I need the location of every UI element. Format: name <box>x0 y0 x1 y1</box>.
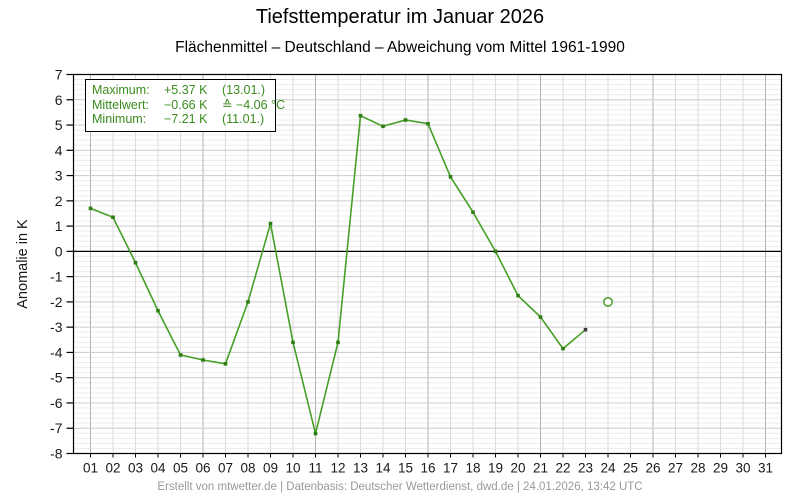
x-tick-label: 05 <box>173 461 188 476</box>
info-value: −7.21 K <box>164 112 208 127</box>
data-point-marker <box>381 124 385 129</box>
y-tick-label: 1 <box>55 218 63 234</box>
data-point-marker <box>201 358 205 362</box>
info-label: Maximum: <box>92 83 150 97</box>
x-tick-label: 04 <box>150 461 166 476</box>
data-point-marker <box>471 210 475 215</box>
x-tick-label: 29 <box>713 461 728 476</box>
stats-info-box: Maximum: +5.37 K (13.01.) Mittelwert: −0… <box>85 79 285 132</box>
info-extra: (13.01.) <box>222 83 266 97</box>
info-value: −0.66 K <box>164 97 208 112</box>
data-point-marker <box>358 113 363 118</box>
x-tick-label: 12 <box>330 461 345 476</box>
info-line-mean: Mittelwert: −0.66 K ≙ −4.06 °C <box>92 97 285 113</box>
y-tick-label: -6 <box>50 395 63 411</box>
data-point-marker <box>313 431 318 436</box>
info-line-minimum: Minimum: −7.21 K (11.01.) <box>92 112 269 127</box>
x-tick-label: 09 <box>263 461 278 476</box>
y-tick-label: 3 <box>55 168 63 184</box>
chart-title: Tiefsttemperatur im Januar 2026 <box>255 6 545 28</box>
data-point-marker <box>268 221 273 226</box>
info-line-maximum: Maximum: +5.37 K (13.01.) <box>92 83 269 98</box>
data-point-marker <box>403 118 408 122</box>
x-tick-label: 01 <box>83 461 98 476</box>
x-tick-label: 25 <box>623 461 638 476</box>
data-point-marker <box>111 215 115 220</box>
y-tick-label: -1 <box>50 269 63 285</box>
x-tick-label: 28 <box>690 461 705 476</box>
footer-credit: Erstellt von mtwetter.de | Datenbasis: D… <box>157 481 643 493</box>
x-tick-label: 14 <box>375 461 391 476</box>
x-tick-label: 31 <box>758 461 773 476</box>
info-value: +5.37 K <box>164 83 208 97</box>
x-tick-label: 13 <box>353 461 368 476</box>
data-point-marker <box>426 121 430 126</box>
data-point-marker <box>336 340 340 345</box>
y-tick-label: -2 <box>50 294 63 310</box>
info-label: Mittelwert: <box>92 97 149 112</box>
x-tick-label: 30 <box>735 461 750 476</box>
x-tick-label: 08 <box>240 461 255 476</box>
x-tick-label: 06 <box>195 461 210 476</box>
x-tick-label: 26 <box>645 461 660 476</box>
info-extra: ≙ −4.06 °C <box>222 97 286 112</box>
x-tick-label: 20 <box>510 461 525 476</box>
info-label: Minimum: <box>92 112 147 127</box>
x-tick-label: 03 <box>128 461 143 476</box>
chart-subtitle: Flächenmittel – Deutschland – Abweichung… <box>175 39 625 56</box>
y-tick-label: 6 <box>55 92 63 108</box>
x-tick-label: 23 <box>578 461 593 476</box>
x-tick-label: 19 <box>488 461 503 476</box>
data-point-marker <box>493 249 498 254</box>
x-tick-label: 15 <box>398 461 413 476</box>
x-tick-label: 07 <box>218 461 233 476</box>
x-tick-label: 24 <box>600 461 616 476</box>
x-tick-label: 27 <box>668 461 683 476</box>
data-point-marker <box>223 362 228 366</box>
x-tick-label: 18 <box>465 461 480 476</box>
data-point-marker <box>291 340 295 345</box>
last-observed-point <box>583 327 588 332</box>
forecast-open-circle <box>603 296 613 307</box>
data-point-marker <box>88 206 93 211</box>
data-point-marker <box>156 308 160 313</box>
y-tick-label: -4 <box>50 344 63 360</box>
x-tick-label: 10 <box>285 461 300 476</box>
x-tick-label: 21 <box>533 461 548 476</box>
y-tick-label: 7 <box>55 67 63 83</box>
y-tick-label: -7 <box>50 420 63 436</box>
data-point-marker <box>178 353 183 357</box>
x-tick-label: 17 <box>443 461 458 476</box>
y-axis-label: Anomalie in K <box>15 219 31 309</box>
y-tick-label: 2 <box>55 193 63 209</box>
y-tick-label: 4 <box>55 142 63 158</box>
x-tick-label: 16 <box>420 461 435 476</box>
data-point-marker <box>538 315 543 319</box>
y-tick-label: 5 <box>55 117 63 133</box>
data-point-marker <box>516 293 520 298</box>
x-tick-label: 22 <box>555 461 570 476</box>
info-extra: (11.01.) <box>222 112 265 127</box>
y-tick-label: -5 <box>50 370 63 386</box>
data-point-marker <box>448 175 453 179</box>
x-tick-label: 02 <box>105 461 120 476</box>
y-tick-label: -8 <box>50 446 63 462</box>
data-point-marker <box>246 300 250 304</box>
data-point-marker <box>561 346 565 351</box>
x-tick-label: 11 <box>308 461 322 476</box>
y-tick-label: -3 <box>50 319 63 335</box>
y-tick-label: 0 <box>55 243 63 259</box>
data-point-marker <box>133 260 138 265</box>
